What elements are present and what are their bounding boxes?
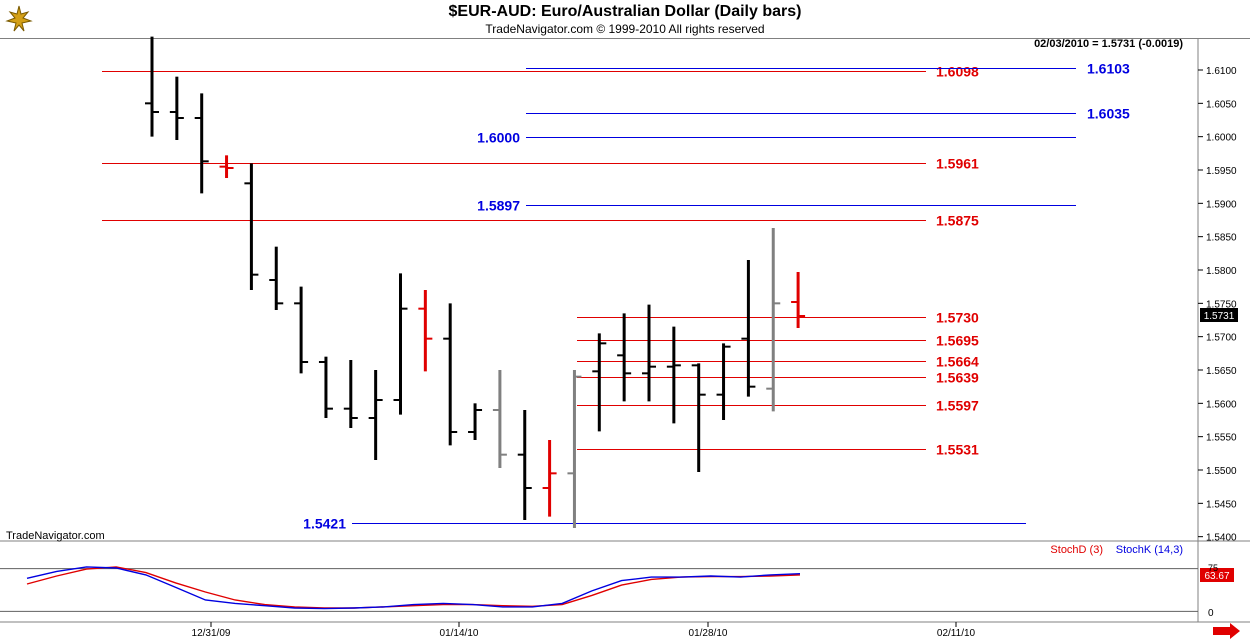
watermark-text: TradeNavigator.com [6,530,105,542]
x-tick-label: 01/14/10 [440,628,479,639]
stoch-value-tag-box [1200,568,1234,582]
stochd-legend: StochD (3) [1050,544,1103,556]
y-tick-label: 1.6000 [1206,133,1237,144]
y-tick-label: 1.5600 [1206,399,1237,410]
level-label: 1.6098 [936,64,979,80]
ohlc-bar [617,313,632,402]
stoch-top-tick: 75 [1208,563,1218,573]
ohlc-bar [791,272,806,328]
y-tick-label: 1.5700 [1206,333,1237,344]
chart-header: $EUR-AUD: Euro/Australian Dollar (Daily … [0,0,1250,38]
ohlc-bar [492,370,507,468]
copyright-text: TradeNavigator.com © 1999-2010 All right… [485,22,765,36]
ohlc-bar [666,326,681,424]
y-tick-label: 1.5500 [1206,466,1237,477]
ohlc-bar [219,155,234,178]
ohlc-bar [542,440,557,517]
level-label: 1.5664 [936,354,979,370]
ohlc-bar [741,260,756,397]
scroll-right-arrow-icon[interactable] [1213,623,1240,639]
stoch-value-tag: 63.67 [1204,571,1229,582]
ohlc-bar [269,246,284,310]
level-label: 1.6103 [1087,61,1130,77]
ohlc-bar [592,333,607,432]
y-tick-label: 1.6100 [1206,66,1237,77]
price-tag: 1.5731 [1204,311,1235,322]
y-tick-label: 1.5950 [1206,166,1237,177]
ohlc-bar [716,343,731,420]
stoch-bottom-tick: 0 [1208,608,1214,619]
level-label: 1.6035 [1087,106,1130,122]
price-axis: 1.6100 1.6050 1.6000 1.5950 1.5900 1.5850 1.58… [1198,66,1237,544]
price-tag-box [1200,308,1238,322]
level-label: 1.5730 [936,310,979,326]
ohlc-bar [368,370,383,460]
ohlc-bar [418,290,433,372]
y-tick-label: 1.5800 [1206,266,1237,277]
ohlc-bar [318,356,333,418]
last-quote-readout: 02/03/2010 = 1.5731 (-0.0019) [1034,38,1183,50]
stochk-legend: StochK (14,3) [1116,544,1183,556]
level-label: 1.5421 [303,516,346,532]
y-tick-label: 1.5750 [1206,299,1237,310]
ohlc-bar [691,363,706,472]
ohlc-bar [244,163,259,290]
level-label: 1.5875 [936,213,979,229]
level-label: 1.5531 [936,442,979,458]
x-tick-label: 01/28/10 [689,628,728,639]
ohlc-bar [294,286,309,374]
x-tick-label: 12/31/09 [192,628,231,639]
y-tick-label: 1.5550 [1206,433,1237,444]
level-label: 1.5961 [936,156,979,172]
level-label: 1.5597 [936,398,979,414]
level-label: 1.5897 [477,198,520,214]
y-tick-label: 1.5850 [1206,233,1237,244]
y-tick-label: 1.5900 [1206,199,1237,210]
chart-title: $EUR-AUD: Euro/Australian Dollar (Daily … [448,3,802,20]
stochd-line [26,566,801,609]
ohlc-bar [393,273,408,415]
ohlc-bar [169,76,184,140]
level-label: 1.5695 [936,333,979,349]
ohlc-bar [642,304,656,402]
date-axis: 12/31/09 01/14/10 01/28/10 02/11/10 [192,622,976,639]
y-tick-label: 1.6050 [1206,99,1237,110]
support-resistance-levels: 1.6098 1.6103 1.6035 1.6000 1.5961 1.5897 1.58… [102,61,1130,532]
ohlc-bar [443,303,458,446]
ohlc-bar [766,228,781,412]
ohlc-bar [343,360,358,428]
ohlc-bar [567,370,582,528]
trade-navigator-logo-icon[interactable] [4,4,34,34]
stochk-line [26,566,801,610]
level-label: 1.5639 [936,370,979,386]
ohlc-bar [145,36,159,137]
stochastic-pane [0,566,1198,612]
price-bars [145,36,806,528]
level-label: 1.6000 [477,130,520,146]
x-tick-label: 02/11/10 [937,628,976,639]
ohlc-bar [468,403,483,440]
y-tick-label: 1.5400 [1206,533,1237,544]
ohlc-bar [194,93,209,194]
y-tick-label: 1.5450 [1206,499,1237,510]
y-tick-label: 1.5650 [1206,366,1237,377]
ohlc-bar [517,410,532,520]
